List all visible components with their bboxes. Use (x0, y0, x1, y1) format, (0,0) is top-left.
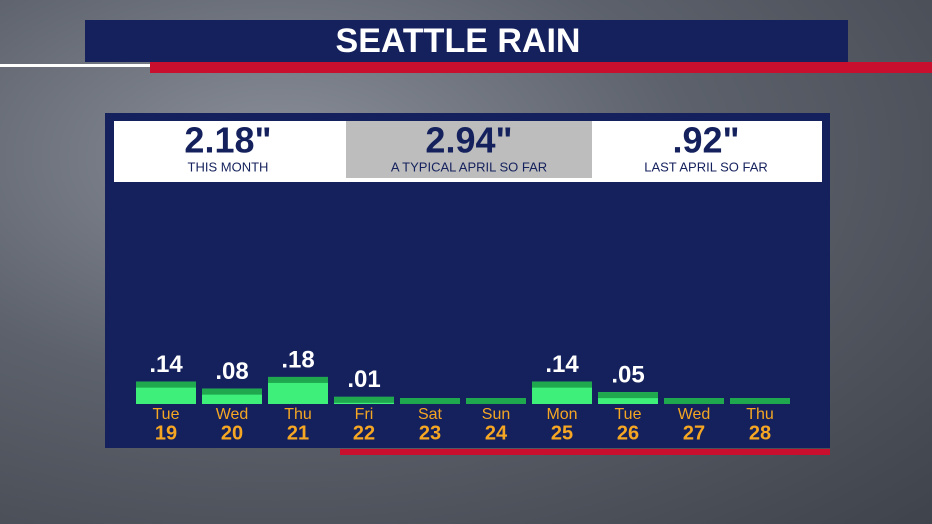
summary-highlight (346, 121, 592, 178)
value-label: .05 (611, 361, 644, 388)
value-label: .01 (347, 366, 380, 393)
day-label: Thu (746, 406, 774, 423)
day-label: Wed (678, 406, 711, 423)
date-label: 26 (617, 422, 639, 444)
day-label: Mon (546, 406, 577, 423)
date-label: 25 (551, 422, 573, 444)
day-label: Sun (482, 406, 510, 423)
summary-value: .92" (672, 120, 739, 161)
value-label: .18 (281, 346, 314, 373)
bar-cap (136, 381, 196, 388)
bar-cap (334, 396, 394, 403)
value-label: .08 (215, 358, 248, 385)
day-label: Thu (284, 406, 312, 423)
bar-cap (598, 392, 658, 399)
date-label: 23 (419, 422, 441, 444)
date-label: 27 (683, 422, 705, 444)
summary-label: A TYPICAL APRIL SO FAR (391, 159, 547, 174)
day-label: Tue (153, 406, 180, 423)
date-label: 28 (749, 422, 771, 444)
bar-cap (268, 376, 328, 383)
day-label: Wed (216, 406, 249, 423)
day-label: Sat (418, 406, 443, 423)
day-label: Tue (615, 406, 642, 423)
panel-stripe (340, 449, 830, 455)
bar-cap (532, 381, 592, 388)
summary-label: LAST APRIL SO FAR (644, 159, 768, 174)
date-label: 19 (155, 422, 177, 444)
bar (664, 398, 724, 404)
summary-label: THIS MONTH (188, 159, 269, 174)
bar (466, 398, 526, 404)
summary-value: 2.94" (425, 120, 512, 161)
date-label: 20 (221, 422, 243, 444)
title-bar (85, 20, 848, 62)
date-label: 24 (485, 422, 508, 444)
date-label: 21 (287, 422, 309, 444)
value-label: .14 (149, 351, 183, 378)
accent-stripe (150, 62, 932, 73)
value-label: .14 (545, 351, 579, 378)
day-label: Fri (355, 406, 374, 423)
bar-cap (202, 388, 262, 395)
date-label: 22 (353, 422, 375, 444)
summary-value: 2.18" (184, 120, 271, 161)
accent-line (0, 64, 150, 67)
bar (400, 398, 460, 404)
chart-title: SEATTLE RAIN (336, 22, 581, 60)
bar (730, 398, 790, 404)
